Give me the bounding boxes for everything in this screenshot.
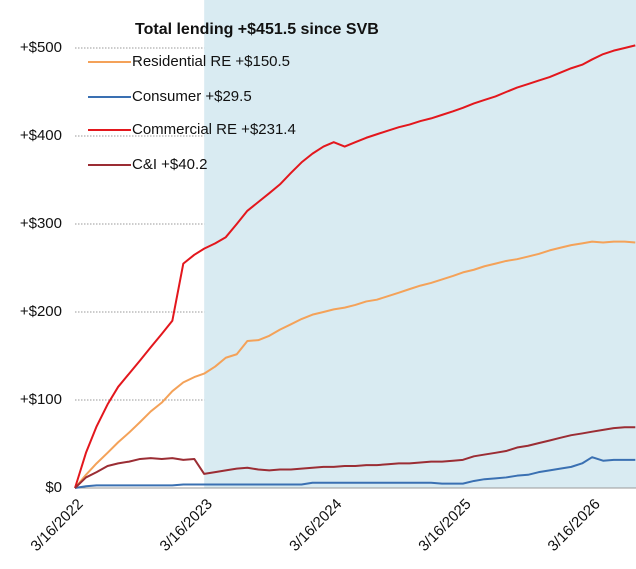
y-tick-label: +$300 xyxy=(20,215,62,232)
legend-label: Residential RE +$150.5 xyxy=(132,53,290,70)
legend-label: C&I +$40.2 xyxy=(132,156,207,173)
x-tick-label: 3/16/2023 xyxy=(157,496,216,555)
legend-label: Commercial RE +$231.4 xyxy=(132,121,296,138)
x-tick-label: 3/16/2024 xyxy=(286,496,345,555)
series-line xyxy=(74,240,636,489)
series-line xyxy=(74,44,636,489)
y-tick-label: $0 xyxy=(45,479,62,496)
x-tick-label: 3/16/2025 xyxy=(415,496,474,555)
lines xyxy=(74,44,636,489)
series-line xyxy=(74,426,636,489)
legend-label: Consumer +$29.5 xyxy=(132,88,252,105)
chart-title: Total lending +$451.5 since SVB xyxy=(135,21,379,38)
series-line xyxy=(74,456,636,489)
y-tick-label: +$200 xyxy=(20,303,62,320)
y-tick-label: +$100 xyxy=(20,391,62,408)
legend: Residential RE +$150.5 Consumer +$29.5 Com… xyxy=(88,53,296,173)
x-tick-label: 3/16/2026 xyxy=(545,496,604,555)
post-svb-shade xyxy=(204,0,636,488)
x-tick-label: 3/16/2022 xyxy=(27,496,86,555)
y-tick-label: +$500 xyxy=(20,39,62,56)
y-tick-label: +$400 xyxy=(20,127,62,144)
